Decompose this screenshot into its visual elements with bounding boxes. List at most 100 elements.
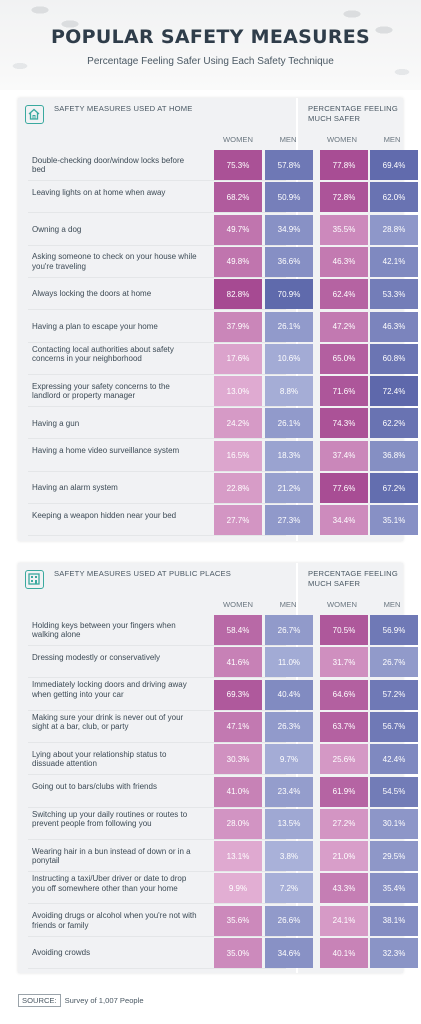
used-women-value: 27.7% <box>214 505 262 536</box>
safer-women-value: 25.6% <box>320 744 368 775</box>
safer-women-header: WOMEN <box>327 135 357 144</box>
table-row: Double-checking door/window locks before… <box>18 149 418 181</box>
row-divider <box>28 438 286 440</box>
footprints-background <box>0 0 421 90</box>
safer-men-value: 35.1% <box>370 505 418 536</box>
used-women-value: 17.6% <box>214 343 262 374</box>
row-label: Leaving lights on at home when away <box>32 187 166 197</box>
row-label: Avoiding crowds <box>32 948 91 958</box>
used-men-value: 9.7% <box>265 744 313 775</box>
safer-women-value: 71.6% <box>320 376 368 407</box>
safer-women-value: 27.2% <box>320 808 368 839</box>
row-divider <box>28 244 286 246</box>
safer-women-value: 61.9% <box>320 776 368 807</box>
safer-women-value: 21.0% <box>320 841 368 872</box>
used-women-value: 82.8% <box>214 279 262 310</box>
used-women-value: 49.8% <box>214 246 262 277</box>
row-label: Immediately locking doors and driving aw… <box>32 680 187 699</box>
used-men-value: 8.8% <box>265 376 313 407</box>
safer-label: PERCENTAGE FEELING MUCH SAFER <box>308 104 398 123</box>
used-women-value: 35.6% <box>214 905 262 936</box>
used-men-value: 18.3% <box>265 440 313 471</box>
safer-women-value: 47.2% <box>320 311 368 342</box>
row-label: Having a plan to escape your home <box>32 321 158 331</box>
header: POPULAR SAFETY MEASURES Percentage Feeli… <box>0 0 421 90</box>
table-row: Expressing your safety concerns to the l… <box>18 375 418 408</box>
table-row: Dressing modestly or conservatively 41.6%… <box>18 646 418 679</box>
safer-women-value: 63.7% <box>320 711 368 742</box>
source-note: SOURCE: Survey of 1,007 People <box>18 994 144 1007</box>
safer-women-value: 37.4% <box>320 440 368 471</box>
row-divider <box>28 838 286 840</box>
row-label: Owning a dog <box>32 224 82 234</box>
row-divider <box>28 968 286 969</box>
safer-women-value: 34.4% <box>320 505 368 536</box>
source-tag: SOURCE: <box>18 994 61 1007</box>
table-row: Instructing a taxi/Uber driver or date t… <box>18 872 418 905</box>
row-divider <box>28 645 286 646</box>
public-measures-table: SAFETY MEASURES USED AT PUBLIC PLACES PER… <box>18 563 418 974</box>
table-row: Avoiding crowds 35.0% 34.6% 40.1% 32.3% <box>18 937 418 969</box>
safer-women-value: 74.3% <box>320 408 368 439</box>
used-men-value: 34.6% <box>265 938 313 968</box>
safer-men-value: 67.2% <box>370 473 418 503</box>
used-women-value: 13.1% <box>214 841 262 872</box>
table-row: Having an alarm system 22.8% 21.2% 77.6% 67.… <box>18 472 418 504</box>
table-header: SAFETY MEASURES USED AT HOME PERCENTAGE F… <box>18 98 403 131</box>
table-row: Immediately locking doors and driving aw… <box>18 679 418 711</box>
safer-men-value: 54.5% <box>370 776 418 807</box>
row-divider <box>28 774 286 776</box>
row-label: Keeping a weapon hidden near your bed <box>32 510 177 520</box>
used-men-value: 40.4% <box>265 679 313 710</box>
row-label: Dressing modestly or conservatively <box>32 652 161 662</box>
table-row: Always locking the doors at home 82.8% 70.… <box>18 278 418 311</box>
safer-men-header: MEN <box>383 135 401 144</box>
row-divider <box>28 677 286 679</box>
row-label: Making sure your drink is never out of y… <box>32 712 184 732</box>
header-divider <box>296 98 298 131</box>
safer-men-value: 32.3% <box>370 938 418 968</box>
used-men-value: 13.5% <box>265 808 313 839</box>
table-row: Wearing hair in a bun instead of down or… <box>18 840 418 873</box>
safer-men-value: 57.2% <box>370 679 418 710</box>
row-divider <box>28 741 286 743</box>
safer-women-value: 40.1% <box>320 938 368 968</box>
safer-women-value: 31.7% <box>320 647 368 678</box>
used-women-value: 13.0% <box>214 376 262 407</box>
table-row: Lying about your relationship status to … <box>18 743 418 776</box>
row-divider <box>28 806 286 808</box>
safer-men-value: 38.1% <box>370 905 418 936</box>
row-label: Having an alarm system <box>32 483 118 493</box>
used-men-value: 11.0% <box>265 647 313 678</box>
safer-women-value: 77.6% <box>320 473 368 503</box>
section-label: SAFETY MEASURES USED AT HOME <box>54 104 193 113</box>
safer-men-value: 62.2% <box>370 408 418 439</box>
table-row: Switching up your daily routines or rout… <box>18 808 418 840</box>
safer-women-value: 62.4% <box>320 279 368 310</box>
used-women-value: 41.0% <box>214 776 262 807</box>
used-men-value: 34.9% <box>265 214 313 245</box>
row-label: Always locking the doors at home <box>32 289 152 299</box>
safer-men-value: 30.1% <box>370 808 418 839</box>
table-row: Asking someone to check on your house wh… <box>18 246 418 278</box>
used-women-value: 49.7% <box>214 214 262 245</box>
safer-men-value: 42.1% <box>370 246 418 277</box>
safer-men-value: 69.4% <box>370 150 418 180</box>
row-label: Wearing hair in a bun instead of down or… <box>32 846 191 866</box>
table-row: Contacting local authorities about safet… <box>18 343 418 375</box>
used-men-value: 23.4% <box>265 776 313 807</box>
safer-men-value: 62.0% <box>370 182 418 213</box>
used-women-value: 41.6% <box>214 647 262 678</box>
used-men-value: 26.1% <box>265 311 313 342</box>
building-icon <box>25 570 44 589</box>
safer-women-value: 77.8% <box>320 150 368 180</box>
used-men-value: 7.2% <box>265 873 313 904</box>
used-men-value: 3.8% <box>265 841 313 872</box>
used-women-value: 35.0% <box>214 938 262 968</box>
used-men-value: 36.6% <box>265 246 313 277</box>
table-row: Having a gun 24.2% 26.1% 74.3% 62.2% <box>18 407 418 440</box>
table-row: Leaving lights on at home when away 68.2%… <box>18 181 418 214</box>
table-row: Keeping a weapon hidden near your bed 27.… <box>18 504 418 537</box>
safer-men-header: MEN <box>383 600 401 609</box>
used-men-value: 57.8% <box>265 150 313 180</box>
